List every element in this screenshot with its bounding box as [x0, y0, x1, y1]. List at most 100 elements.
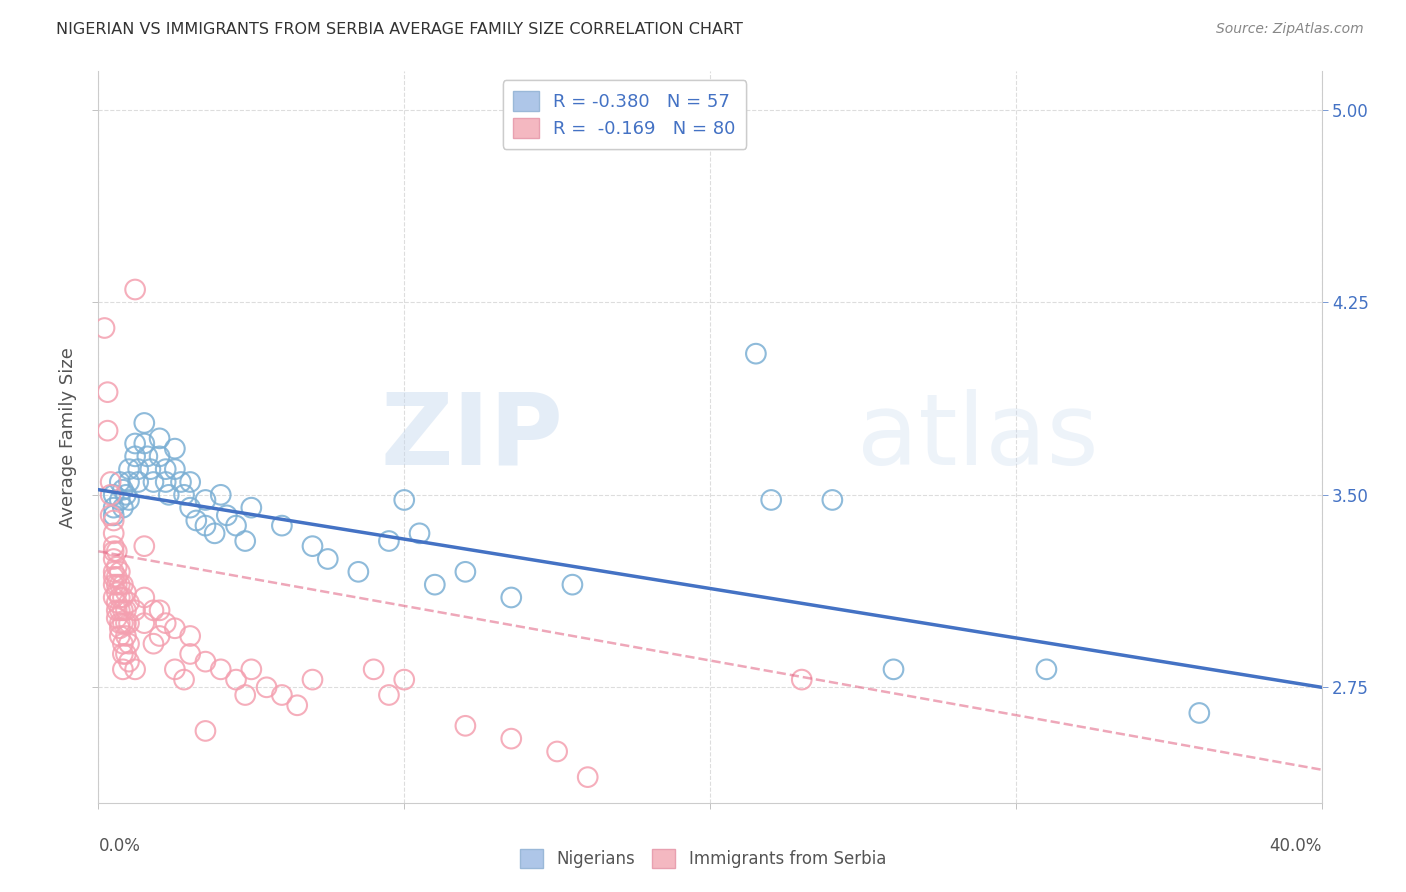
Point — [173, 673, 195, 687]
Point — [111, 500, 134, 515]
Point — [194, 655, 217, 669]
Point — [163, 662, 186, 676]
Legend: R = -0.380   N = 57, R =  -0.169   N = 80: R = -0.380 N = 57, R = -0.169 N = 80 — [502, 80, 747, 149]
Legend: Nigerians, Immigrants from Serbia: Nigerians, Immigrants from Serbia — [513, 843, 893, 875]
Point — [233, 534, 256, 549]
Point — [454, 565, 477, 579]
Point — [209, 662, 232, 676]
Point — [301, 539, 323, 553]
Point — [225, 518, 247, 533]
Point — [142, 603, 165, 617]
Point — [103, 570, 125, 584]
Point — [103, 565, 125, 579]
Point — [561, 577, 583, 591]
Point — [225, 673, 247, 687]
Point — [103, 514, 125, 528]
Point — [316, 552, 339, 566]
Point — [111, 616, 134, 631]
Point — [111, 647, 134, 661]
Point — [142, 475, 165, 489]
Point — [155, 462, 177, 476]
Point — [285, 698, 308, 713]
Point — [233, 688, 256, 702]
Point — [883, 662, 905, 676]
Point — [111, 577, 134, 591]
Point — [576, 770, 599, 784]
Point — [93, 321, 115, 335]
Point — [111, 603, 134, 617]
Point — [103, 500, 125, 515]
Point — [108, 629, 131, 643]
Point — [215, 508, 238, 523]
Point — [100, 475, 122, 489]
Point — [155, 616, 177, 631]
Point — [194, 723, 217, 738]
Point — [423, 577, 446, 591]
Point — [105, 577, 128, 591]
Point — [179, 629, 201, 643]
Point — [155, 475, 177, 489]
Point — [105, 603, 128, 617]
Point — [134, 436, 156, 450]
Text: 40.0%: 40.0% — [1270, 837, 1322, 855]
Point — [100, 488, 122, 502]
Point — [821, 492, 844, 507]
Point — [149, 629, 172, 643]
Point — [124, 662, 146, 676]
Point — [179, 647, 201, 661]
Point — [179, 475, 201, 489]
Text: Source: ZipAtlas.com: Source: ZipAtlas.com — [1216, 22, 1364, 37]
Point — [108, 603, 131, 617]
Point — [790, 673, 813, 687]
Point — [270, 518, 292, 533]
Point — [118, 637, 141, 651]
Point — [105, 585, 128, 599]
Point — [118, 475, 141, 489]
Point — [194, 518, 217, 533]
Point — [163, 621, 186, 635]
Point — [139, 462, 162, 476]
Point — [124, 603, 146, 617]
Point — [204, 526, 226, 541]
Text: NIGERIAN VS IMMIGRANTS FROM SERBIA AVERAGE FAMILY SIZE CORRELATION CHART: NIGERIAN VS IMMIGRANTS FROM SERBIA AVERA… — [56, 22, 744, 37]
Point — [103, 539, 125, 553]
Point — [454, 719, 477, 733]
Point — [745, 346, 768, 360]
Point — [115, 488, 138, 502]
Point — [111, 483, 134, 497]
Point — [97, 424, 120, 438]
Point — [118, 596, 141, 610]
Point — [124, 450, 146, 464]
Point — [136, 450, 159, 464]
Point — [194, 492, 217, 507]
Point — [108, 565, 131, 579]
Point — [408, 526, 430, 541]
Point — [108, 577, 131, 591]
Point — [118, 462, 141, 476]
Point — [256, 681, 278, 695]
Point — [134, 539, 156, 553]
Point — [105, 544, 128, 558]
Point — [115, 616, 138, 631]
Point — [115, 585, 138, 599]
Point — [240, 662, 263, 676]
Point — [173, 488, 195, 502]
Point — [209, 488, 232, 502]
Point — [157, 488, 180, 502]
Point — [108, 616, 131, 631]
Point — [142, 637, 165, 651]
Point — [124, 283, 146, 297]
Point — [100, 508, 122, 523]
Point — [103, 591, 125, 605]
Point — [105, 596, 128, 610]
Point — [103, 552, 125, 566]
Point — [118, 616, 141, 631]
Point — [105, 570, 128, 584]
Point — [186, 514, 208, 528]
Point — [103, 508, 125, 523]
Point — [115, 629, 138, 643]
Point — [501, 591, 523, 605]
Point — [149, 450, 172, 464]
Point — [108, 621, 131, 635]
Text: ZIP: ZIP — [381, 389, 564, 485]
